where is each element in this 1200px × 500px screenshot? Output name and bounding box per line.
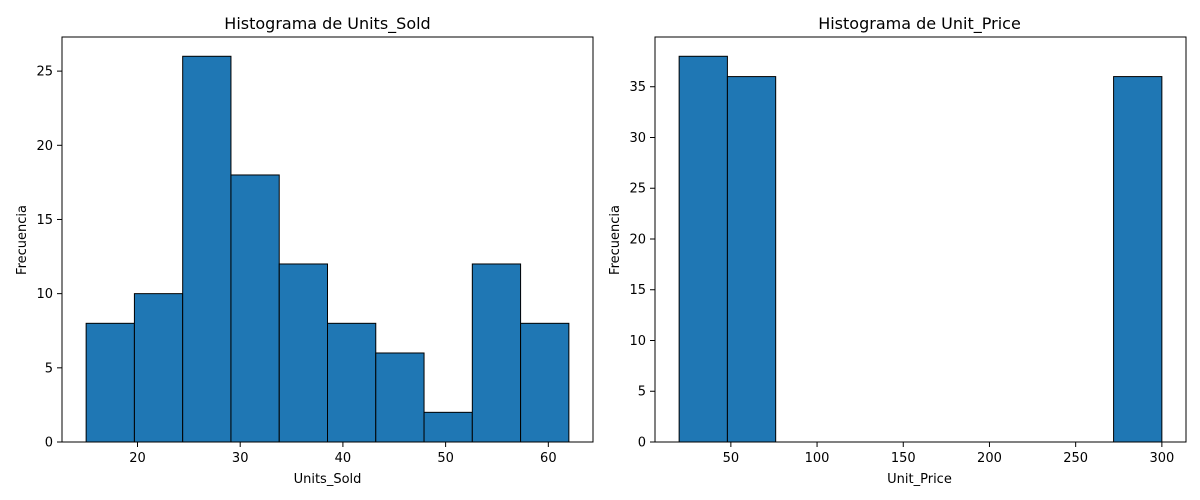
x-ticks: 20 30 40 50 60 xyxy=(129,442,557,466)
y-tick-label: 5 xyxy=(638,385,646,400)
x-tick-label: 20 xyxy=(129,451,146,466)
chart-title: Histograma de Units_Sold xyxy=(224,14,430,34)
x-tick-label: 50 xyxy=(437,451,454,466)
chart-unit-price: Histograma de Unit_Price Unit_Price Frec… xyxy=(608,14,1187,487)
y-tick-label: 25 xyxy=(36,65,53,80)
chart-units-sold: Histograma de Units_Sold Units_Sold Frec… xyxy=(15,14,594,487)
bar xyxy=(182,55,232,443)
bar xyxy=(471,263,522,443)
bar xyxy=(726,76,777,443)
y-tick-label: 30 xyxy=(629,131,646,146)
y-axis-label: Frecuencia xyxy=(608,205,623,275)
y-tick-label: 5 xyxy=(45,361,53,376)
y-axis-label: Frecuencia xyxy=(15,205,30,275)
y-tick-label: 0 xyxy=(45,436,53,451)
y-tick-label: 15 xyxy=(629,283,646,298)
bar xyxy=(327,322,377,443)
y-tick-label: 20 xyxy=(36,139,53,154)
bar xyxy=(1113,76,1163,443)
x-tick-label: 40 xyxy=(335,451,352,466)
bar xyxy=(133,293,184,443)
y-tick-label: 35 xyxy=(629,80,646,95)
bar xyxy=(520,322,570,443)
x-axis-label: Units_Sold xyxy=(294,472,362,487)
y-tick-label: 10 xyxy=(36,287,53,302)
y-tick-label: 15 xyxy=(36,213,53,228)
bars xyxy=(85,55,570,443)
x-tick-label: 30 xyxy=(232,451,249,466)
y-ticks: 0 5 10 15 20 25 30 35 xyxy=(629,80,655,451)
x-tick-label: 50 xyxy=(723,451,740,466)
y-tick-label: 0 xyxy=(638,436,646,451)
bar xyxy=(423,411,473,443)
bar xyxy=(85,322,135,443)
y-ticks: 0 5 10 15 20 25 xyxy=(36,65,62,451)
chart-title: Histograma de Unit_Price xyxy=(818,14,1021,34)
plot-frame xyxy=(654,36,1187,443)
x-axis-label: Unit_Price xyxy=(887,472,952,487)
plot-frame xyxy=(61,36,594,443)
x-tick-label: 150 xyxy=(891,451,916,466)
x-tick-label: 250 xyxy=(1063,451,1088,466)
bar xyxy=(278,263,328,443)
x-ticks: 50 100 150 200 250 300 xyxy=(723,442,1174,466)
x-tick-label: 60 xyxy=(540,451,557,466)
x-tick-label: 200 xyxy=(977,451,1002,466)
bar xyxy=(678,55,728,443)
y-tick-label: 25 xyxy=(629,182,646,197)
x-tick-label: 100 xyxy=(805,451,830,466)
y-tick-label: 10 xyxy=(629,334,646,349)
bar xyxy=(375,352,425,443)
y-tick-label: 20 xyxy=(629,232,646,247)
bar xyxy=(230,174,280,443)
x-tick-label: 300 xyxy=(1149,451,1174,466)
bars xyxy=(678,55,1163,443)
